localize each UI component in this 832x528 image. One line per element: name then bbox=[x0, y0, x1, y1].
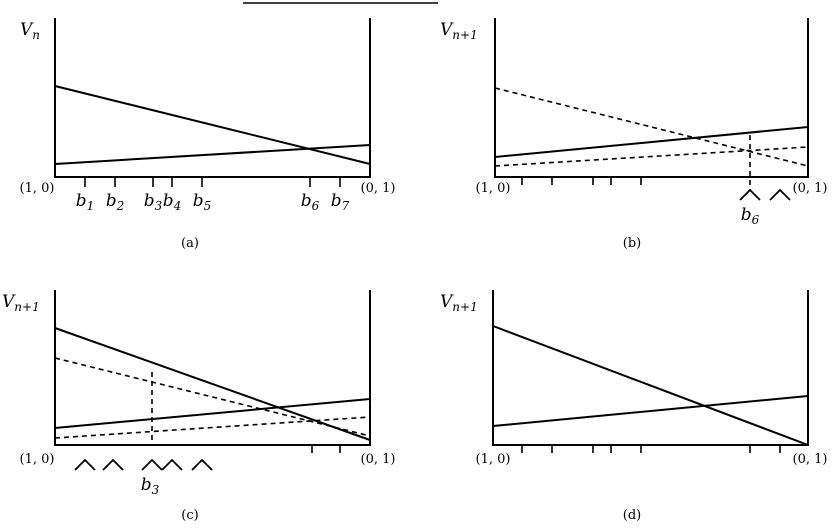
line bbox=[54, 398, 371, 429]
dashed-line bbox=[54, 416, 371, 439]
left-label: (1, 0) bbox=[476, 181, 511, 196]
line bbox=[54, 85, 371, 165]
tick-label: b6 bbox=[301, 191, 320, 213]
ticks: b1 b2 b3 b4 b5 b6 b7 bbox=[76, 177, 350, 213]
panel-d: Vn+1 (1, 0) (0, 1) (d) bbox=[440, 290, 827, 523]
right-label: (0, 1) bbox=[793, 181, 828, 196]
right-label: (0, 1) bbox=[361, 452, 396, 467]
axes bbox=[54, 18, 371, 178]
caption: (c) bbox=[181, 508, 198, 523]
dashed-line bbox=[494, 87, 809, 167]
dashed-line bbox=[494, 146, 809, 167]
tick-label: b7 bbox=[331, 191, 350, 213]
ticks bbox=[521, 445, 781, 453]
left-label: (1, 0) bbox=[20, 181, 55, 196]
ticks bbox=[521, 177, 642, 185]
tick-label: b1 bbox=[76, 191, 95, 213]
marker-label: b3 bbox=[141, 475, 160, 497]
caption: (b) bbox=[623, 236, 641, 251]
tick-label: b3 bbox=[144, 191, 163, 213]
line bbox=[54, 327, 371, 441]
tick-label: b5 bbox=[193, 191, 212, 213]
tick-label: b2 bbox=[106, 191, 125, 213]
y-label: Vn+1 bbox=[440, 20, 478, 42]
chevrons bbox=[74, 458, 213, 471]
panel-c: Vn+1 b3 (1, 0) (0, 1) (c) bbox=[2, 290, 395, 523]
tick-label: b4 bbox=[163, 191, 182, 213]
axes bbox=[492, 290, 809, 446]
left-label: (1, 0) bbox=[476, 452, 511, 467]
left-label: (1, 0) bbox=[20, 452, 55, 467]
chevrons bbox=[739, 188, 791, 201]
caption: (d) bbox=[623, 508, 641, 523]
y-label: Vn+1 bbox=[440, 292, 478, 314]
axes bbox=[54, 290, 371, 446]
right-label: (0, 1) bbox=[793, 452, 828, 467]
panel-a: Vn b1 b2 b3 b4 b5 b6 b7 (1, 0) (0, 1) (a) bbox=[20, 18, 396, 251]
panel-b: Vn+1 b6 (1, 0) (0, 1) (b) bbox=[440, 18, 827, 251]
marker-label: b6 bbox=[741, 205, 760, 227]
axes bbox=[494, 18, 809, 178]
ticks bbox=[311, 445, 341, 453]
line bbox=[492, 395, 809, 427]
right-label: (0, 1) bbox=[361, 181, 396, 196]
dashed-line bbox=[54, 357, 371, 437]
y-label: Vn+1 bbox=[2, 292, 40, 314]
y-label: Vn bbox=[20, 20, 40, 42]
line bbox=[54, 144, 371, 165]
line bbox=[492, 325, 809, 446]
caption: (a) bbox=[181, 236, 199, 251]
line bbox=[494, 126, 809, 158]
